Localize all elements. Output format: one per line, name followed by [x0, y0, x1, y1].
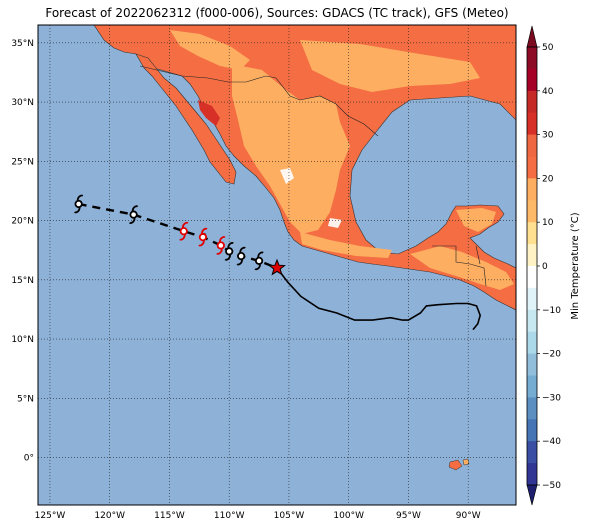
colorbar-band [527, 266, 537, 289]
colorbar-tick-labels: 50 40 30 20 10 0 −10 −20 −30 −40 −50 [537, 43, 561, 491]
colorbar-tick-label: 20 [542, 174, 554, 184]
hurricane-symbol-icon [198, 227, 208, 247]
land-galapagos [448, 459, 463, 471]
colorbar-band [527, 222, 537, 245]
colorbar-tick-label: 10 [542, 218, 554, 228]
colorbar-band [527, 353, 537, 376]
lon-tick-label: 110°W [214, 511, 245, 521]
map-panel: 125°W 120°W 115°W 110°W 105°W 100°W 95°W 90°W 3… [11, 24, 517, 521]
colorbar-band [527, 178, 537, 201]
lon-tick-label: 125°W [35, 511, 66, 521]
border-belize [475, 245, 481, 265]
lat-tick-label: 20°N [11, 217, 34, 227]
lat-tick-labels: 35°N 30°N 25°N 20°N 15°N 10°N 5°N 0° [11, 39, 34, 464]
colorbar-tick-label: −20 [542, 350, 561, 360]
hurricane-symbol-icon [224, 242, 234, 261]
colorbar-band [527, 287, 537, 311]
colorbar-band [527, 463, 537, 486]
map-frame [37, 24, 517, 506]
colorbar-band [527, 309, 537, 333]
colorbar-tick-label: −40 [542, 437, 561, 447]
land-highlands-north [170, 30, 250, 70]
lat-tick-label: 35°N [11, 39, 34, 49]
lon-tick-label: 95°W [396, 511, 421, 521]
colorbar-bottom-arrow [526, 484, 538, 506]
colorbar-tick-label: 50 [542, 43, 554, 53]
forecast-track-line [78, 202, 278, 270]
observed-track-line [276, 267, 482, 331]
hurricane-symbol-icon [179, 221, 189, 241]
colorbar-tick-label: −30 [542, 393, 561, 403]
land-pacific-strip-highland [300, 232, 392, 258]
colorbar-band [527, 156, 537, 179]
hurricane-symbol-icon [128, 205, 139, 224]
colorbar-band [527, 441, 537, 464]
lon-tick-label: 120°W [94, 511, 125, 521]
colorbar-band [527, 90, 537, 114]
colorbar: 50 40 30 20 10 0 −10 −20 −30 −40 −50 Min Temperatu… [526, 25, 581, 506]
border-guatemala [432, 245, 487, 287]
colorbar-band [527, 331, 537, 355]
colorbar-band [527, 47, 537, 70]
hurricane-symbol-icon [254, 251, 264, 271]
colorbar-tick-label: −10 [542, 306, 561, 316]
hurricane-symbol-icon [216, 236, 226, 255]
colorbar-band [527, 112, 537, 136]
map-title: Forecast of 2022062312 (f000-006), Sourc… [45, 6, 509, 20]
colorbar-label: Min Temperature (°C) [570, 212, 581, 319]
lon-tick-label: 90°W [456, 511, 481, 521]
colorbar-tick-label: 30 [542, 131, 554, 141]
hurricane-symbol-icon [236, 246, 246, 266]
land-hot-spot [198, 100, 220, 126]
tc-track-layer [73, 194, 482, 331]
lon-tick-labels: 125°W 120°W 115°W 110°W 105°W 100°W 95°W 90°W [35, 511, 481, 521]
colorbar-band [527, 419, 537, 442]
lon-tick-label: 105°W [274, 511, 305, 521]
colorbar-band [527, 397, 537, 420]
lat-tick-label: 15°N [11, 276, 34, 286]
lat-tick-label: 5°N [17, 394, 34, 404]
colorbar-band [527, 68, 537, 92]
colorbar-tick-label: 40 [542, 87, 554, 97]
lon-tick-label: 115°W [154, 511, 185, 521]
colorbar-band [527, 375, 537, 398]
lat-tick-label: 0° [24, 454, 34, 464]
land-central-america-highland [410, 246, 514, 290]
colorbar-tick-label: 0 [542, 262, 548, 272]
lon-tick-label: 100°W [333, 511, 364, 521]
lat-tick-label: 10°N [11, 335, 34, 345]
land-highlands [232, 64, 350, 234]
border-us-mexico [139, 65, 379, 137]
gridlines [38, 25, 516, 505]
storm-symbols [73, 194, 264, 271]
land-white-patch [280, 168, 294, 184]
colorbar-band [527, 244, 537, 267]
land-galapagos-small [462, 458, 470, 466]
colorbar-top-arrow [526, 25, 538, 48]
land-yucatan-highland [456, 208, 496, 232]
current-position-star-icon [268, 258, 286, 276]
colorbar-tick-label: −50 [542, 481, 561, 491]
lat-tick-label: 30°N [11, 98, 34, 108]
colorbar-bands [527, 47, 537, 486]
colorbar-band [527, 134, 537, 157]
land-highlands-east [300, 40, 480, 92]
colorbar-band [527, 200, 537, 223]
land-layer [93, 25, 516, 471]
lat-tick-label: 25°N [11, 157, 34, 167]
hurricane-symbol-icon [73, 194, 84, 214]
